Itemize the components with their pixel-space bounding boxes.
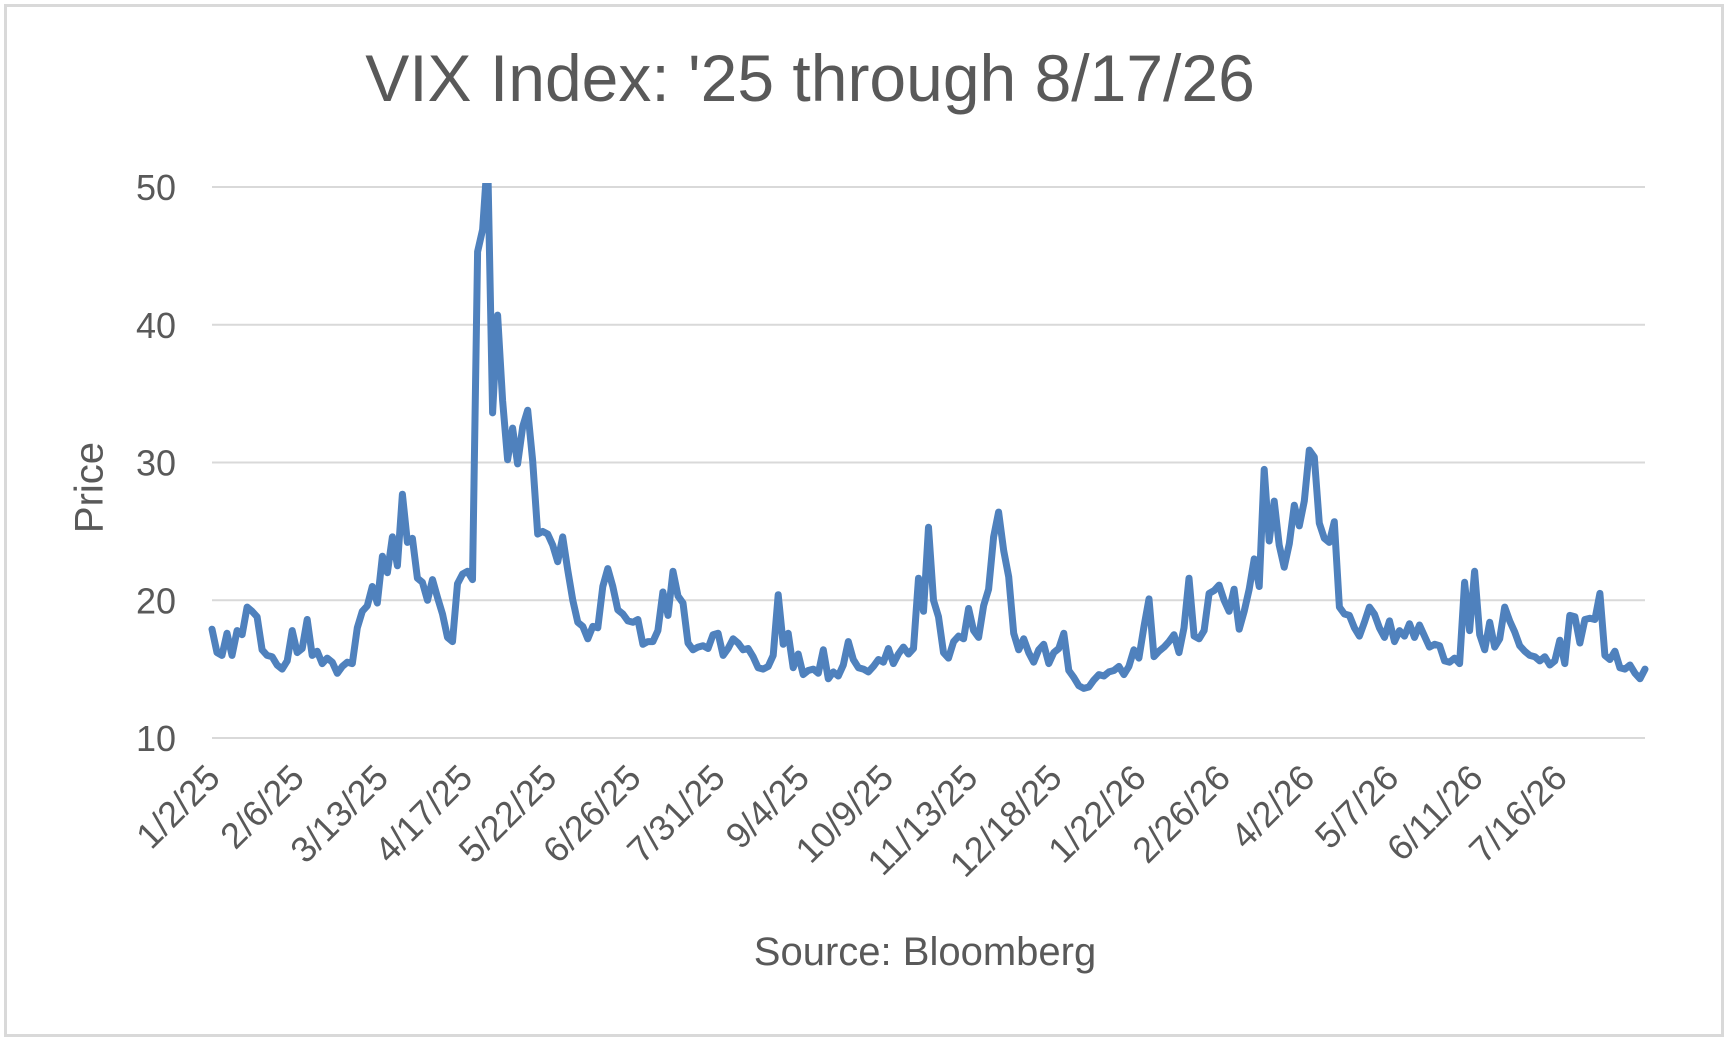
chart-frame <box>4 4 1724 1037</box>
y-tick-label: 20 <box>136 580 176 621</box>
x-axis-label: Source: Bloomberg <box>753 930 1097 974</box>
x-tick-label: 4/2/26 <box>1222 757 1322 857</box>
series-group <box>208 183 1649 692</box>
x-tick-label: 1/2/25 <box>128 757 228 857</box>
y-tick-label: 30 <box>136 443 176 484</box>
y-tick-labels: 10 20 30 40 50 <box>136 167 176 759</box>
chart-title: VIX Index: '25 through 8/17/26 <box>365 41 1255 115</box>
y-tick-label: 10 <box>136 718 176 759</box>
vix-series-line <box>208 183 1649 692</box>
x-tick-labels: 1/2/252/6/253/13/254/17/255/22/256/26/25… <box>128 757 1575 885</box>
y-tick-label: 50 <box>136 167 176 208</box>
gridlines <box>212 186 1645 739</box>
y-tick-label: 40 <box>136 305 176 346</box>
